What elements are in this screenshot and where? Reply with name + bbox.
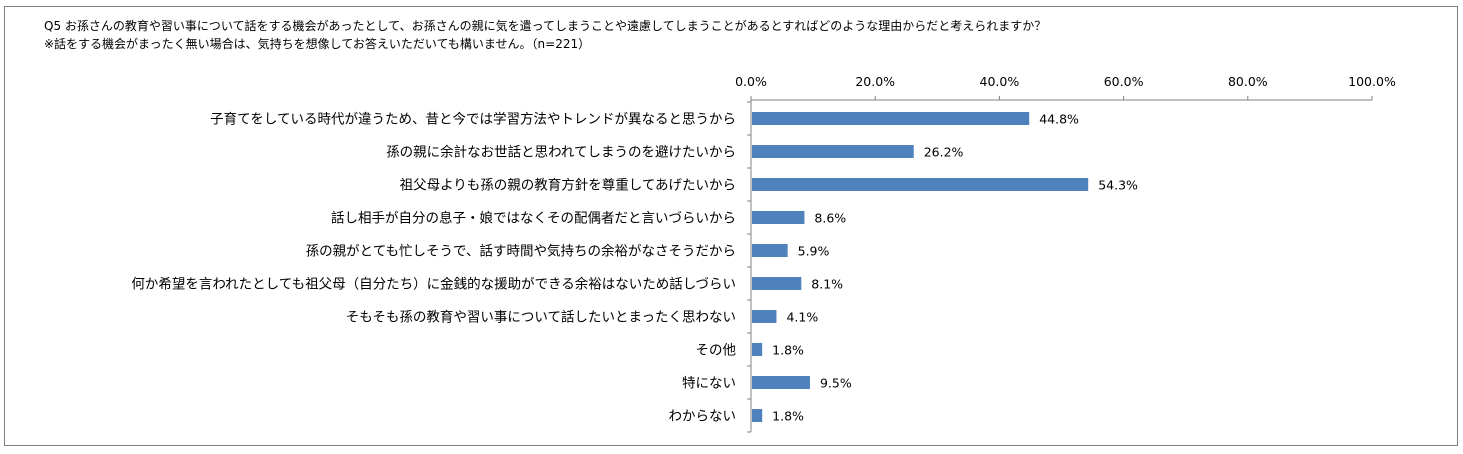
chart-frame — [4, 6, 1458, 446]
category-label: 特にない — [682, 376, 736, 392]
value-label: 1.8% — [772, 409, 804, 424]
value-label: 9.5% — [820, 376, 852, 391]
value-label: 8.6% — [814, 211, 846, 226]
x-tick-label: 40.0% — [980, 74, 1020, 89]
bar — [752, 343, 763, 356]
value-label: 1.8% — [772, 343, 804, 358]
value-label: 26.2% — [924, 145, 964, 160]
x-tick-label: 60.0% — [1104, 74, 1144, 89]
category-label: 孫の親がとても忙しそうで、話す時間や気持ちの余裕がなさそうだから — [306, 243, 736, 260]
axis-layer: 0.0% 20.0% 40.0% 60.0% 80.0% 100.0% — [735, 74, 1396, 433]
value-label: 44.8% — [1039, 112, 1079, 127]
category-label: わからない — [669, 409, 737, 425]
value-label: 5.9% — [798, 244, 830, 259]
x-tick-label: 80.0% — [1228, 74, 1268, 89]
bar — [752, 310, 777, 323]
x-tick-label: 20.0% — [855, 74, 895, 89]
category-label: 何か希望を言われたとしても祖父母（自分たち）に金銭的な援助ができる余裕はないため… — [131, 276, 736, 293]
category-label: そもそも孫の教育や習い事について話したいとまったく思わない — [346, 309, 736, 326]
bar — [752, 112, 1030, 125]
bar — [752, 376, 810, 389]
labels-layer: 子育てをしている時代が違うため、昔と今では学習方法やトレンドが異なると思うから 4… — [131, 112, 1138, 425]
value-label: 4.1% — [786, 310, 818, 325]
value-label: 54.3% — [1098, 178, 1138, 193]
bar — [752, 145, 914, 158]
category-label: その他 — [696, 343, 737, 359]
category-label: 祖父母よりも孫の親の教育方針を尊重してあげたいから — [400, 178, 736, 194]
question-line-2: ※話をする機会がまったく無い場合は、気持ちを想像してお答えいただいても構いません… — [44, 37, 591, 51]
bar — [752, 409, 763, 422]
question-line-1: Q5 お孫さんの教育や習い事について話をする機会があったとして、お孫さんの親に気… — [44, 19, 1047, 33]
bar — [752, 277, 802, 290]
bar — [752, 211, 805, 224]
value-label: 8.1% — [811, 277, 843, 292]
x-tick-label: 0.0% — [735, 74, 767, 89]
category-label: 孫の親に余計なお世話と思われてしまうのを避けたいから — [386, 144, 736, 161]
x-tick-label: 100.0% — [1348, 74, 1396, 89]
category-label: 話し相手が自分の息子・娘ではなくその配偶者だと言いづらいから — [331, 210, 736, 227]
category-label: 子育てをしている時代が違うため、昔と今では学習方法やトレンドが異なると思うから — [210, 112, 736, 128]
question-text: Q5 お孫さんの教育や習い事について話をする機会があったとして、お孫さんの親に気… — [44, 17, 1046, 53]
bars-layer — [752, 112, 1089, 422]
bar — [752, 244, 788, 257]
bar — [752, 178, 1089, 191]
